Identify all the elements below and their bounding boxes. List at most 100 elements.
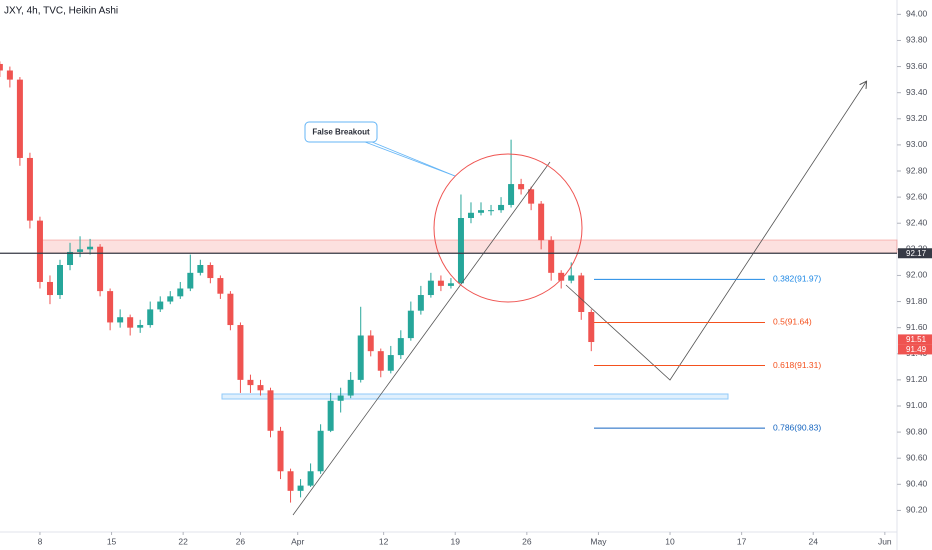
annotation-box [304,121,378,143]
price-badge-label: 91.51 [906,335,927,344]
candle-body [498,204,505,211]
x-tick-label: 10 [665,536,675,546]
y-tick-label: 92.80 [906,165,928,175]
y-tick-label: 92.60 [906,191,928,201]
y-tick-label: 92.00 [906,270,928,280]
candle-body [508,184,515,205]
candle-body [287,471,294,491]
candle-body [277,430,284,472]
x-tick-label: May [590,536,607,546]
candle-body [377,351,384,371]
y-tick-label: 90.80 [906,426,928,436]
fib-label: 0.618(91.31) [773,360,821,370]
x-tick-label: 12 [379,536,389,546]
candle-body [26,157,33,221]
candle-body [478,210,485,213]
candle-body [337,395,344,401]
candle-body [147,309,154,326]
candle-body [217,278,224,294]
x-tick-label: 8 [38,536,43,546]
y-tick-label: 91.80 [906,296,928,306]
candle-body [538,203,545,241]
chart-title: JXY, 4h, TVC, Heikin Ashi [4,6,118,17]
y-tick-label: 91.00 [906,400,928,410]
candle-body [227,293,234,326]
candle-body [187,272,194,289]
breakout-circle [433,153,583,303]
fib-label: 0.382(91.97) [773,274,821,284]
trend-line [292,161,551,516]
candle-body [427,280,434,296]
price-badge-label: 92.17 [906,249,927,258]
y-tick-label: 91.20 [906,374,928,384]
x-tick-label: Jun [878,536,892,546]
projection-path [565,82,866,381]
candle-body [297,485,304,491]
fib-label: 0.5(91.64) [773,317,812,327]
price-badge [898,344,932,355]
candle-body [317,430,324,472]
candle-body [578,275,585,312]
candle-body [57,265,64,296]
candle-body [528,189,535,204]
candle-body [157,301,164,310]
candle-body [257,385,264,391]
y-tick-label: 90.20 [906,505,928,515]
fib-label: 0.786(90.83) [773,422,821,432]
resistance-zone [39,239,898,254]
candle-body [46,281,53,296]
y-tick-label: 94.00 [906,9,928,19]
y-tick-label: 93.60 [906,61,928,71]
x-tick-label: 26 [236,536,246,546]
candle-body [467,212,474,219]
annotation-pointer [364,141,456,177]
x-tick-label: 15 [107,536,117,546]
candle-body [247,379,254,386]
candle-body [67,251,74,265]
y-tick-label: 93.20 [906,113,928,123]
candle-body [387,355,394,371]
x-tick-label: 26 [522,536,532,546]
x-tick-label: Apr [291,536,304,546]
annotation-text: False Breakout [312,128,370,137]
candle-body [407,310,414,339]
candle-body [347,379,354,396]
y-tick-label: 90.60 [906,452,928,462]
candle-body [588,311,595,343]
candle-body [87,246,94,250]
candle-body [397,338,404,356]
price-badge [898,248,932,259]
y-tick-label: 90.40 [906,479,928,489]
candle-body [357,335,364,380]
candle-body [367,335,374,352]
y-tick-label: 92.40 [906,217,928,227]
candle-body [548,240,555,273]
x-tick-label: 19 [450,536,460,546]
candle-body [137,325,144,328]
candle-body [518,184,525,190]
candle-body [558,272,565,281]
candle-body [237,325,244,380]
candle-body [417,295,424,311]
candle-body [6,70,13,80]
support-zone [221,393,729,400]
x-tick-label: 22 [178,536,188,546]
candle-body [437,280,444,286]
candle-body [307,471,314,486]
x-tick-label: 24 [808,536,818,546]
y-tick-label: 91.60 [906,322,928,332]
price-badge [898,334,932,345]
candle-body [488,210,495,212]
candle-body [207,265,214,279]
candle-body [177,288,184,297]
annotation-pointer [371,141,456,177]
candle-body [457,218,464,284]
candle-body [36,220,43,282]
candle-body [77,249,84,252]
candle-body [197,265,204,273]
y-tick-label: 93.40 [906,87,928,97]
candle-body [267,390,274,431]
